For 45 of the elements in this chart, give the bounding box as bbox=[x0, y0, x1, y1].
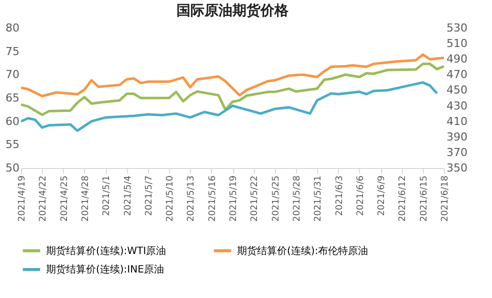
x-tick-label: 2021/5/1 bbox=[102, 176, 112, 216]
x-tick-label: 2021/4/28 bbox=[80, 175, 91, 222]
x-tick-label: 2021/5/7 bbox=[144, 176, 154, 216]
line-series bbox=[21, 81, 438, 132]
y-tick-label: 70 bbox=[6, 68, 20, 82]
x-tick-label: 2021/6/12 bbox=[398, 176, 408, 222]
y2-tick-label: 390 bbox=[446, 130, 468, 144]
x-tick-label: 2021/5/13 bbox=[186, 176, 197, 222]
y-tick-label: 60 bbox=[6, 114, 20, 128]
chart-title: 国际原油期货价格 bbox=[176, 3, 290, 19]
x-tick-label: 2021/5/28 bbox=[292, 175, 302, 222]
x-tick-label: 2021/6/15 bbox=[419, 176, 430, 222]
y2-tick-label: 470 bbox=[446, 68, 468, 82]
y2-tick-label: 530 bbox=[446, 22, 468, 34]
x-tick-label: 2021/6/6 bbox=[356, 175, 366, 216]
x-tick-label: 2021/4/19 bbox=[18, 175, 28, 222]
x-tick-label: 2021/5/16 bbox=[208, 175, 218, 222]
x-tick-label: 2021/5/25 bbox=[271, 176, 282, 222]
x-tick-label: 2021/4/22 bbox=[38, 176, 49, 222]
legend-label: 期货结算价(连续):WTI原油 bbox=[46, 244, 166, 257]
y2-tick-label: 430 bbox=[446, 99, 468, 112]
y2-tick-label: 370 bbox=[446, 146, 468, 159]
x-tick-label: 2021/6/3 bbox=[334, 176, 345, 216]
x-tick-label: 2021/5/22 bbox=[250, 176, 260, 222]
y-tick-label: 50 bbox=[6, 162, 20, 174]
y-tick-label: 80 bbox=[6, 22, 20, 34]
y-tick-label: 75 bbox=[6, 44, 20, 58]
y2-tick-label: 410 bbox=[446, 114, 468, 128]
line-series bbox=[21, 53, 444, 98]
x-tick-label: 2021/5/4 bbox=[123, 175, 134, 216]
y2-tick-label: 350 bbox=[446, 162, 468, 174]
y2-tick-label: 490 bbox=[446, 52, 468, 66]
legend-label: 期货结算价(连续):布伦特原油 bbox=[237, 244, 368, 257]
legend-label: 期货结算价(连续):INE原油 bbox=[46, 264, 164, 276]
y2-tick-label: 450 bbox=[446, 84, 468, 97]
y-tick-label: 65 bbox=[6, 92, 20, 104]
x-tick-label: 2021/5/31 bbox=[314, 176, 324, 222]
x-tick-label: 2021/6/18 bbox=[440, 175, 450, 222]
x-tick-label: 2021/5/19 bbox=[229, 175, 239, 222]
x-tick-label: 2021/4/25 bbox=[60, 176, 70, 222]
y2-tick-label: 510 bbox=[446, 37, 468, 50]
y-tick-label: 55 bbox=[6, 138, 20, 152]
line-series bbox=[21, 62, 444, 116]
x-tick-label: 2021/5/10 bbox=[166, 175, 176, 222]
x-tick-label: 2021/6/9 bbox=[377, 175, 388, 216]
